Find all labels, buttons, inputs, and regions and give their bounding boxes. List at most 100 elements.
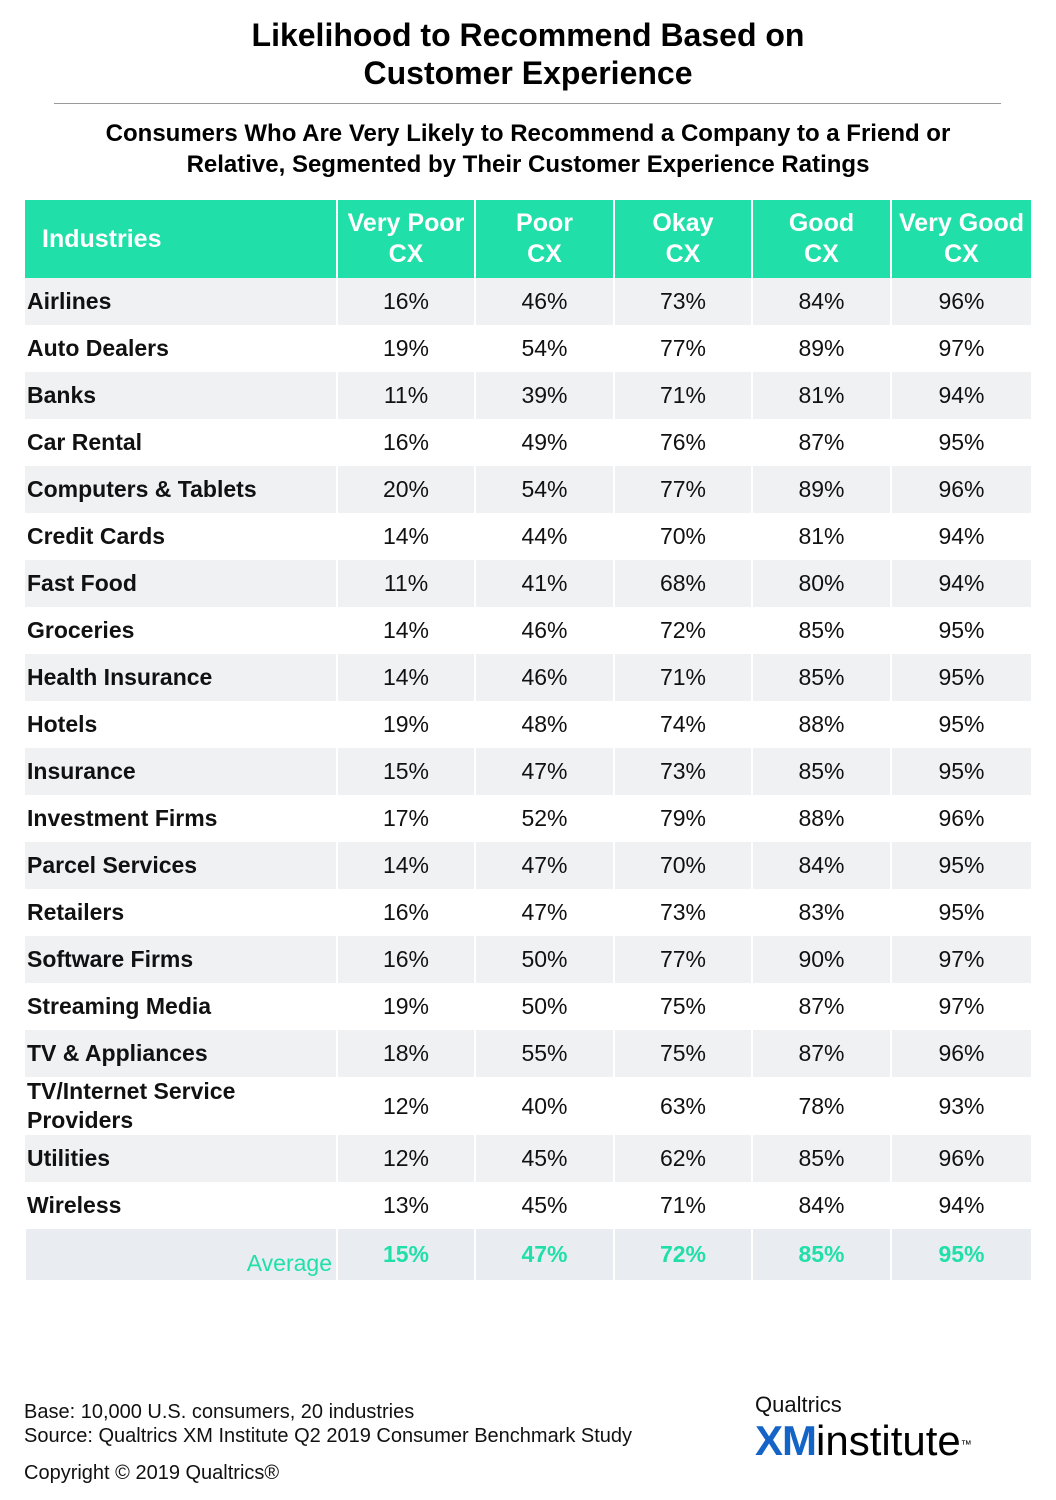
- value-cell: 18%: [336, 1030, 475, 1077]
- value-cell: 77%: [613, 325, 752, 372]
- value-cell: 75%: [613, 983, 752, 1030]
- value-cell: 11%: [336, 372, 475, 419]
- header-industries: Industries: [25, 200, 337, 278]
- value-cell: 84%: [751, 278, 891, 325]
- value-cell: 97%: [890, 936, 1031, 983]
- value-cell: 52%: [474, 795, 614, 842]
- value-cell: 96%: [890, 795, 1031, 842]
- value-cell: 95%: [890, 748, 1031, 795]
- industry-name: Insurance: [25, 748, 337, 795]
- value-cell: 16%: [336, 889, 475, 936]
- value-cell: 12%: [336, 1135, 475, 1182]
- industry-name: Software Firms: [25, 936, 337, 983]
- value-cell: 83%: [751, 889, 891, 936]
- value-cell: 47%: [474, 748, 614, 795]
- industry-name: TV/Internet Service Providers: [27, 1078, 236, 1133]
- header-line-2: CX: [804, 240, 839, 268]
- value-cell: 16%: [336, 419, 475, 466]
- table-row: Wireless 13% 45% 71% 84% 94%: [25, 1182, 1031, 1229]
- value-cell: 11%: [336, 560, 475, 607]
- xm-institute-logo: Qualtrics XMinstitute™: [755, 1392, 1025, 1472]
- title-divider: [54, 103, 1001, 104]
- logo-xm-text: XM: [755, 1417, 817, 1464]
- value-cell: 94%: [890, 513, 1031, 560]
- value-cell: 72%: [613, 607, 752, 654]
- base-note: Base: 10,000 U.S. consumers, 20 industri…: [24, 1401, 415, 1423]
- industry-name: Investment Firms: [27, 805, 218, 831]
- value-cell: 85%: [751, 607, 891, 654]
- table-row: Streaming Media 19% 50% 75% 87% 97%: [25, 983, 1031, 1030]
- value-cell: 85%: [751, 654, 891, 701]
- logo-main-text: XMinstitute™: [755, 1418, 1025, 1464]
- value-cell: 70%: [613, 842, 752, 889]
- value-cell: 84%: [751, 1182, 891, 1229]
- table-body: Airlines 16% 46% 73% 84% 96% Auto Dealers 19% 54…: [24, 278, 1031, 1280]
- industry-name: Utilities: [25, 1135, 337, 1182]
- industry-name: Streaming Media: [27, 993, 212, 1019]
- value-cell: 80%: [751, 560, 891, 607]
- value-cell: 44%: [474, 513, 614, 560]
- value-cell: 13%: [336, 1182, 475, 1229]
- value-cell: 87%: [751, 1030, 891, 1077]
- industry-name: TV & Appliances: [25, 1030, 337, 1077]
- value-cell: 97%: [890, 325, 1031, 372]
- industry-name: Computers & Tablets: [25, 466, 337, 513]
- table-row: Insurance 15% 47% 73% 85% 95%: [25, 748, 1031, 795]
- table-row: Investment Firms 17% 52% 79% 88% 96%: [25, 795, 1031, 842]
- value-cell: 95%: [890, 701, 1031, 748]
- value-cell: 96%: [890, 1135, 1031, 1182]
- copyright-note: Copyright © 2019 Qualtrics®: [24, 1462, 280, 1484]
- value-cell: 41%: [474, 560, 614, 607]
- header-line-1: Very Good: [898, 209, 1025, 237]
- logo-trademark: ™: [960, 1439, 972, 1451]
- industry-name: Banks: [25, 372, 337, 419]
- value-cell: 47%: [474, 842, 614, 889]
- value-cell: 88%: [751, 701, 891, 748]
- industry-name: Retailers: [27, 899, 125, 925]
- value-cell: 40%: [474, 1077, 614, 1135]
- table-row: TV & Appliances 18% 55% 75% 87% 96%: [25, 1030, 1031, 1077]
- header-line-2: CX: [388, 240, 424, 268]
- value-cell: 87%: [751, 419, 891, 466]
- value-cell: 16%: [336, 278, 475, 325]
- industry-name: Auto Dealers: [27, 335, 169, 361]
- table-row: Credit Cards 14% 44% 70% 81% 94%: [25, 513, 1031, 560]
- value-cell: 20%: [336, 466, 475, 513]
- recommendation-table: Industries Very Poor CX Poor CX Okay CX Good CX V…: [24, 200, 1031, 1280]
- value-cell: 39%: [474, 372, 614, 419]
- value-cell: 19%: [336, 325, 475, 372]
- value-cell: 14%: [336, 513, 475, 560]
- value-cell: 75%: [613, 1030, 752, 1077]
- industry-name: Groceries: [27, 617, 135, 643]
- table-row: Health Insurance 14% 46% 71% 85% 95%: [25, 654, 1031, 701]
- table-row: Airlines 16% 46% 73% 84% 96%: [25, 278, 1031, 325]
- header-cx-col-5: Very Good CX: [890, 200, 1031, 278]
- value-cell: 96%: [890, 1030, 1031, 1077]
- header-cx-col-4: Good CX: [751, 200, 891, 278]
- value-cell: 54%: [474, 325, 614, 372]
- value-cell: 16%: [336, 936, 475, 983]
- value-cell: 55%: [474, 1030, 614, 1077]
- value-cell: 95%: [890, 419, 1031, 466]
- industry-name: Hotels: [27, 711, 98, 737]
- value-cell: 14%: [336, 607, 475, 654]
- value-cell: 77%: [613, 466, 752, 513]
- chart-title: Likelihood to Recommend Based on Custome…: [0, 16, 1056, 92]
- table-row: Retailers 16% 47% 73% 83% 95%: [25, 889, 1031, 936]
- industry-name: Wireless: [27, 1192, 122, 1218]
- table-header-row: Industries Very Poor CX Poor CX Okay CX Good CX V…: [25, 200, 1031, 278]
- header-line-1: Good: [788, 209, 855, 237]
- value-cell: 70%: [613, 513, 752, 560]
- header-line-2: CX: [944, 240, 979, 268]
- industry-name: Credit Cards: [27, 523, 166, 549]
- value-cell: 71%: [613, 654, 752, 701]
- table-row: Hotels 19% 48% 74% 88% 95%: [25, 701, 1031, 748]
- value-cell: 93%: [890, 1077, 1031, 1135]
- value-cell: 95%: [890, 607, 1031, 654]
- table-row: Fast Food 11% 41% 68% 80% 94%: [25, 560, 1031, 607]
- value-cell: 49%: [474, 419, 614, 466]
- value-cell: 19%: [336, 701, 475, 748]
- header-line-1: Industries: [42, 224, 162, 253]
- value-cell: 77%: [613, 936, 752, 983]
- title-line-1: Likelihood to Recommend Based on: [251, 17, 805, 53]
